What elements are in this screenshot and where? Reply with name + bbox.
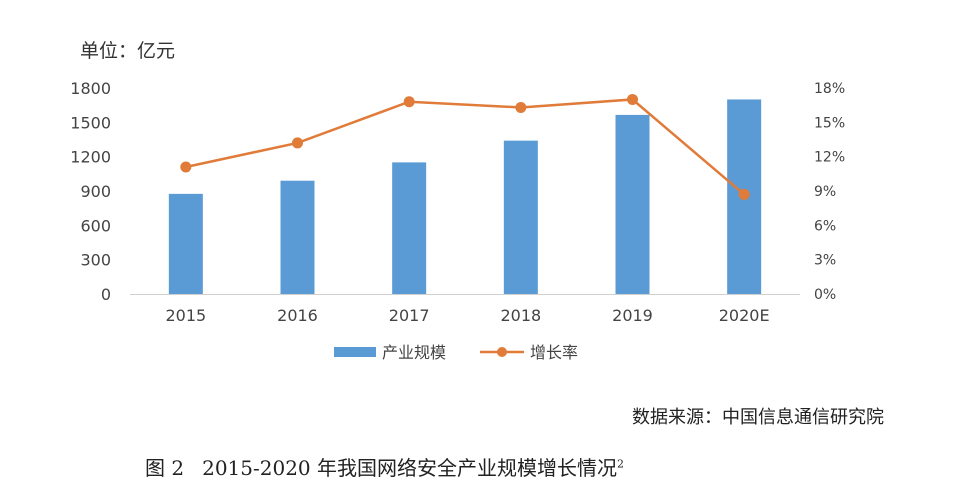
legend-line-label: 增长率 [530, 343, 578, 362]
x-tick-label: 2018 [500, 306, 541, 325]
legend-bar-label: 产业规模 [382, 343, 446, 362]
unit-label: 单位：亿元 [80, 40, 176, 62]
y-right-tick-label: 3% [814, 253, 836, 269]
growth-line [185, 98, 745, 196]
legend-bar-swatch [334, 347, 376, 357]
x-tick-label: 2016 [277, 306, 318, 325]
data-source: 数据来源：中国信息通信研究院 [632, 407, 884, 428]
caption-text: 2015-2020 年我国网络安全产业规模增长情况 [202, 456, 618, 480]
growth-point [627, 93, 638, 105]
growth-point [292, 137, 303, 149]
y-left-tick-label: 900 [80, 182, 111, 201]
bar [392, 162, 427, 294]
legend: 产业规模 增长率 [334, 343, 578, 362]
y-left-tick-label: 1800 [70, 79, 111, 98]
y-left-axis: 0 300 600 900 1200 1500 1800 [70, 79, 111, 304]
caption-footnote: 2 [617, 457, 625, 471]
y-left-tick-label: 600 [80, 216, 111, 235]
growth-point [738, 188, 750, 200]
y-left-tick-label: 1500 [70, 113, 111, 132]
y-left-tick-label: 300 [80, 251, 111, 270]
y-right-axis: 0% 3% 6% 9% 12% 15% 18% [814, 81, 845, 303]
y-left-tick-label: 0 [101, 285, 111, 304]
figure-number: 图 2 [145, 456, 185, 480]
bar [168, 193, 203, 294]
line-series [180, 93, 750, 200]
growth-point [403, 96, 415, 108]
bar [615, 114, 650, 295]
growth-point [180, 161, 192, 173]
y-left-tick-label: 1200 [70, 148, 111, 167]
x-tick-label: 2015 [165, 306, 206, 325]
bar [503, 140, 538, 294]
figure-caption: 图 2 2015-2020 年我国网络安全产业规模增长情况2 [145, 452, 624, 481]
x-tick-label: 2020E [719, 306, 770, 325]
y-right-tick-label: 15% [814, 115, 845, 131]
y-right-tick-label: 9% [814, 184, 836, 200]
x-tick-label: 2019 [612, 306, 653, 325]
x-axis: 2015 2016 2017 2018 2019 2020E [165, 306, 769, 325]
bar [280, 180, 315, 294]
growth-point [515, 101, 527, 113]
y-right-tick-label: 0% [814, 287, 836, 303]
x-tick-label: 2017 [389, 306, 430, 325]
y-right-tick-label: 12% [814, 150, 845, 166]
bar-series [168, 99, 762, 295]
y-right-tick-label: 18% [814, 81, 845, 97]
legend-line-marker [497, 347, 507, 357]
y-right-tick-label: 6% [814, 218, 836, 234]
